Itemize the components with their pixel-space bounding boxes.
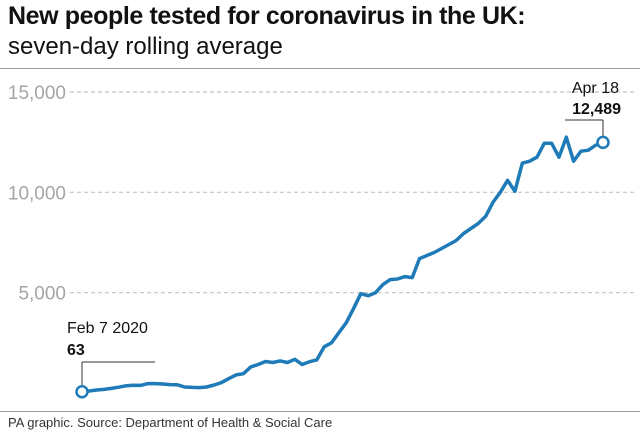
top-divider <box>0 68 640 69</box>
start-value-label: 63 <box>67 342 85 359</box>
end-date-label: Apr 18 <box>572 80 619 97</box>
end-value-label: 12,489 <box>572 101 621 118</box>
y-tick-label: 15,000 <box>8 83 66 104</box>
end-point-marker <box>596 135 610 150</box>
source-credit: PA graphic. Source: Department of Health… <box>8 415 333 430</box>
y-tick-label: 5,000 <box>18 284 66 305</box>
start-point-marker <box>75 384 89 399</box>
series-line <box>80 135 605 394</box>
chart-title: New people tested for coronavirus in the… <box>8 2 526 30</box>
bottom-divider <box>0 411 640 412</box>
chart-subtitle: seven-day rolling average <box>8 33 283 60</box>
y-tick-label: 10,000 <box>8 183 66 204</box>
start-date-label: Feb 7 2020 <box>67 320 148 337</box>
